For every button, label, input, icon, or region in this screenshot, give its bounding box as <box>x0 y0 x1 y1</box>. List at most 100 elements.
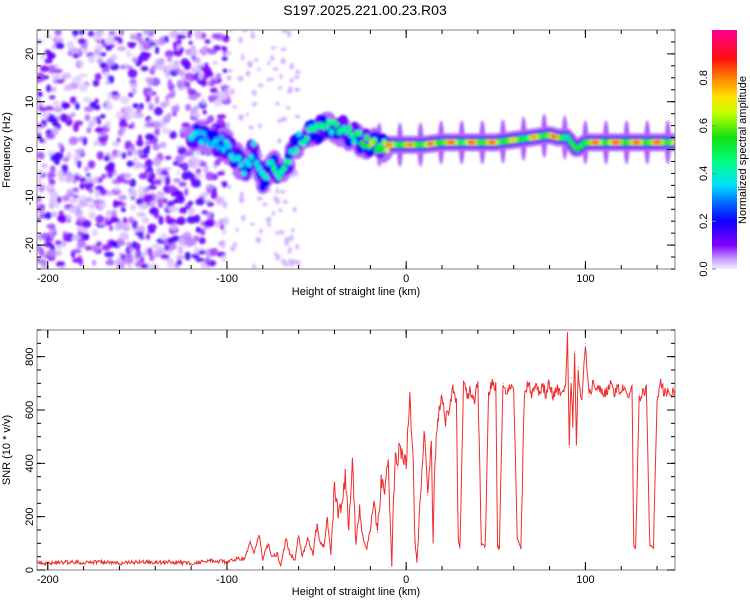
spectrogram-ridge-cell <box>218 134 225 141</box>
spectrogram-noise-cell <box>167 217 177 226</box>
snr-point <box>427 494 429 496</box>
spectrogram-noise-cell <box>178 207 184 214</box>
spectrogram-noise-cell <box>143 194 153 203</box>
spectrogram-noise-cell <box>275 101 280 106</box>
snr-point <box>563 390 565 392</box>
snr-point <box>312 553 314 555</box>
spectrogram-noise-cell <box>50 165 55 172</box>
spectrogram-noise-cell <box>247 60 253 68</box>
snr-point <box>409 396 411 398</box>
spectrogram-noise-cell <box>51 127 59 136</box>
spectrogram-noise-cell <box>85 182 95 188</box>
spectrogram-noise-cell <box>138 39 146 46</box>
spectrogram-ridge-peak <box>413 143 418 147</box>
spectrogram-noise-cell <box>108 30 116 35</box>
snr-y-tick-label: 600 <box>24 401 36 419</box>
spectrogram-noise-cell <box>170 223 178 231</box>
snr-point <box>298 534 300 536</box>
colorbar: 0.0 0.2 0.4 0.6 0.8 Normalized spectral ampl… <box>698 30 749 277</box>
spectrogram-noise-cell <box>166 261 177 269</box>
spectrogram-noise-cell <box>165 72 170 79</box>
snr-x-tick-label: -200 <box>37 574 59 586</box>
spectrogram-noise-cell <box>37 195 42 203</box>
spectrogram-noise-cell <box>229 30 233 33</box>
spectrogram-noise-cell <box>106 190 113 197</box>
spectrogram-noise-cell <box>95 44 104 52</box>
spectrogram-noise-cell <box>63 233 71 242</box>
spectrogram-noise-cell <box>288 259 293 263</box>
spectrogram-noise-cell <box>162 115 171 124</box>
spectrogram-noise-cell <box>129 247 134 253</box>
spectrogram-noise-cell <box>94 126 105 134</box>
spectrogram-noise-cell <box>155 198 165 204</box>
colorbar-tick-label: 0.8 <box>698 70 710 85</box>
spectrogram-noise-cell <box>275 230 280 235</box>
spectrogram-noise-cell <box>38 208 45 214</box>
spectrogram-noise-cell <box>203 164 209 174</box>
spectrogram-noise-cell <box>284 236 291 243</box>
spectrogram-noise-cell <box>201 210 209 215</box>
spectrogram-noise-cell <box>188 40 193 45</box>
spectrogram-noise-cell <box>249 126 253 130</box>
spectrogram-noise-cell <box>206 186 212 194</box>
spectrogram-noise-cell <box>238 114 244 121</box>
spectrogram-noise-cell <box>182 231 192 239</box>
spectrogram-noise-cell <box>250 30 255 38</box>
snr-point <box>624 385 626 387</box>
spectrogram-noise-cell <box>116 237 124 247</box>
spectrogram-noise-cell <box>252 90 257 97</box>
spectrogram-noise-cell <box>143 247 149 256</box>
spectrogram-noise-cell <box>137 148 143 157</box>
spectrogram-noise-cell <box>101 173 107 179</box>
spectrogram-noise-cell <box>93 175 99 185</box>
spectrogram-noise-cell <box>202 109 207 115</box>
spectrogram-ridge-cell <box>215 144 222 151</box>
snr-point <box>473 398 475 400</box>
spectrogram-noise-cell <box>67 40 74 50</box>
spectrogram-ridge-cell <box>198 138 204 146</box>
spectrogram-noise-cell <box>41 234 48 239</box>
spectrogram-noise-cell <box>160 102 168 108</box>
spectrogram-noise-cell <box>54 30 62 36</box>
snr-point <box>660 382 662 384</box>
spectrogram-noise-cell <box>107 161 115 171</box>
spectrogram-noise-cell <box>119 232 130 241</box>
spectrogram-noise-cell <box>132 103 140 109</box>
snr-point <box>579 388 581 390</box>
spectrogram-y-tick-label: -20 <box>24 237 36 253</box>
snr-point <box>82 561 85 564</box>
spectrogram-noise-cell <box>172 41 178 50</box>
snr-point <box>574 350 576 352</box>
spectrogram-noise-cell <box>240 53 245 61</box>
spectrogram-noise-cell <box>84 245 93 251</box>
spectrogram-noise-cell <box>138 172 148 180</box>
spectrogram-noise-cell <box>120 207 126 213</box>
spectrogram-noise-cell <box>104 39 115 45</box>
spectrogram-noise-cell <box>135 250 140 260</box>
spectrogram-noise-cell <box>113 200 124 206</box>
spectrogram-noise-cell <box>109 215 118 223</box>
snr-point <box>565 382 567 384</box>
snr-point <box>358 505 361 507</box>
spectrogram-noise-cell <box>119 120 128 129</box>
spectrogram-noise-cell <box>121 64 132 70</box>
snr-point <box>575 441 578 443</box>
spectrogram-y-label: Frequency (Hz) <box>1 112 13 188</box>
spectrogram-noise-cell <box>61 72 72 79</box>
spectrogram-noise-cell <box>183 150 194 157</box>
spectrogram-noise-cell <box>154 39 161 46</box>
snr-point <box>516 537 518 539</box>
spectrogram-ridge-cell <box>303 135 310 142</box>
spectrogram-noise-cell <box>72 257 81 263</box>
spectrogram-noise-cell <box>205 171 214 181</box>
spectrogram-noise-cell <box>128 44 136 49</box>
snr-point <box>645 390 647 392</box>
spectrogram-noise-cell <box>291 259 298 265</box>
spectrogram-noise-cell <box>181 243 190 248</box>
spectrogram-ridge-cell <box>351 138 358 145</box>
spectrogram-noise-cell <box>140 263 149 269</box>
spectrogram-noise-cell <box>194 160 201 165</box>
spectrogram-noise-cell <box>94 72 102 81</box>
spectrogram-y-tick-label: 0 <box>24 146 36 152</box>
spectrogram-noise-cell <box>168 205 179 213</box>
